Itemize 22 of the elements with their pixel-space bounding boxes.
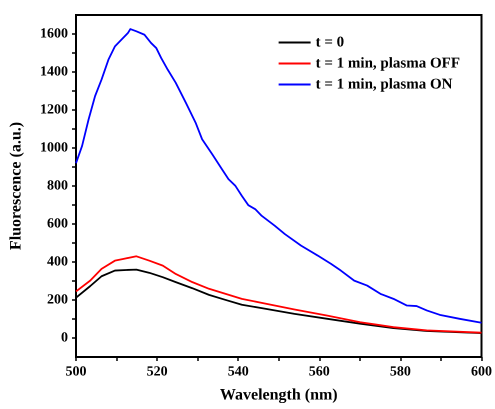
y-axis-title: Fluorescence (a.u.) bbox=[8, 122, 24, 250]
x-tick-label: 600 bbox=[471, 364, 492, 380]
x-axis-title: Wavelength (nm) bbox=[220, 386, 338, 404]
y-tick-label: 1200 bbox=[40, 102, 68, 118]
line-series bbox=[75, 255, 482, 334]
y-tick-label: 200 bbox=[47, 292, 68, 308]
y-tick-label: 0 bbox=[61, 330, 68, 346]
x-tick-label: 500 bbox=[66, 364, 86, 380]
y-tick-label: 600 bbox=[47, 216, 68, 232]
x-tick-label: 540 bbox=[228, 364, 249, 380]
y-tick-label: 1000 bbox=[40, 140, 68, 156]
x-tick-label: 580 bbox=[390, 364, 411, 380]
x-tick-label: 560 bbox=[308, 364, 330, 380]
y-tick-label: 1600 bbox=[40, 26, 68, 42]
legend-label: t = 1 min, plasma OFF bbox=[316, 56, 460, 72]
x-tick-label: 520 bbox=[146, 364, 168, 380]
line-series bbox=[75, 28, 482, 324]
y-tick-label: 400 bbox=[47, 254, 68, 270]
y-tick-label: 1400 bbox=[40, 64, 68, 80]
legend-label: t = 0 bbox=[316, 34, 344, 50]
y-tick-label: 800 bbox=[47, 178, 68, 194]
legend-label: t = 1 min, plasma ON bbox=[316, 76, 453, 92]
